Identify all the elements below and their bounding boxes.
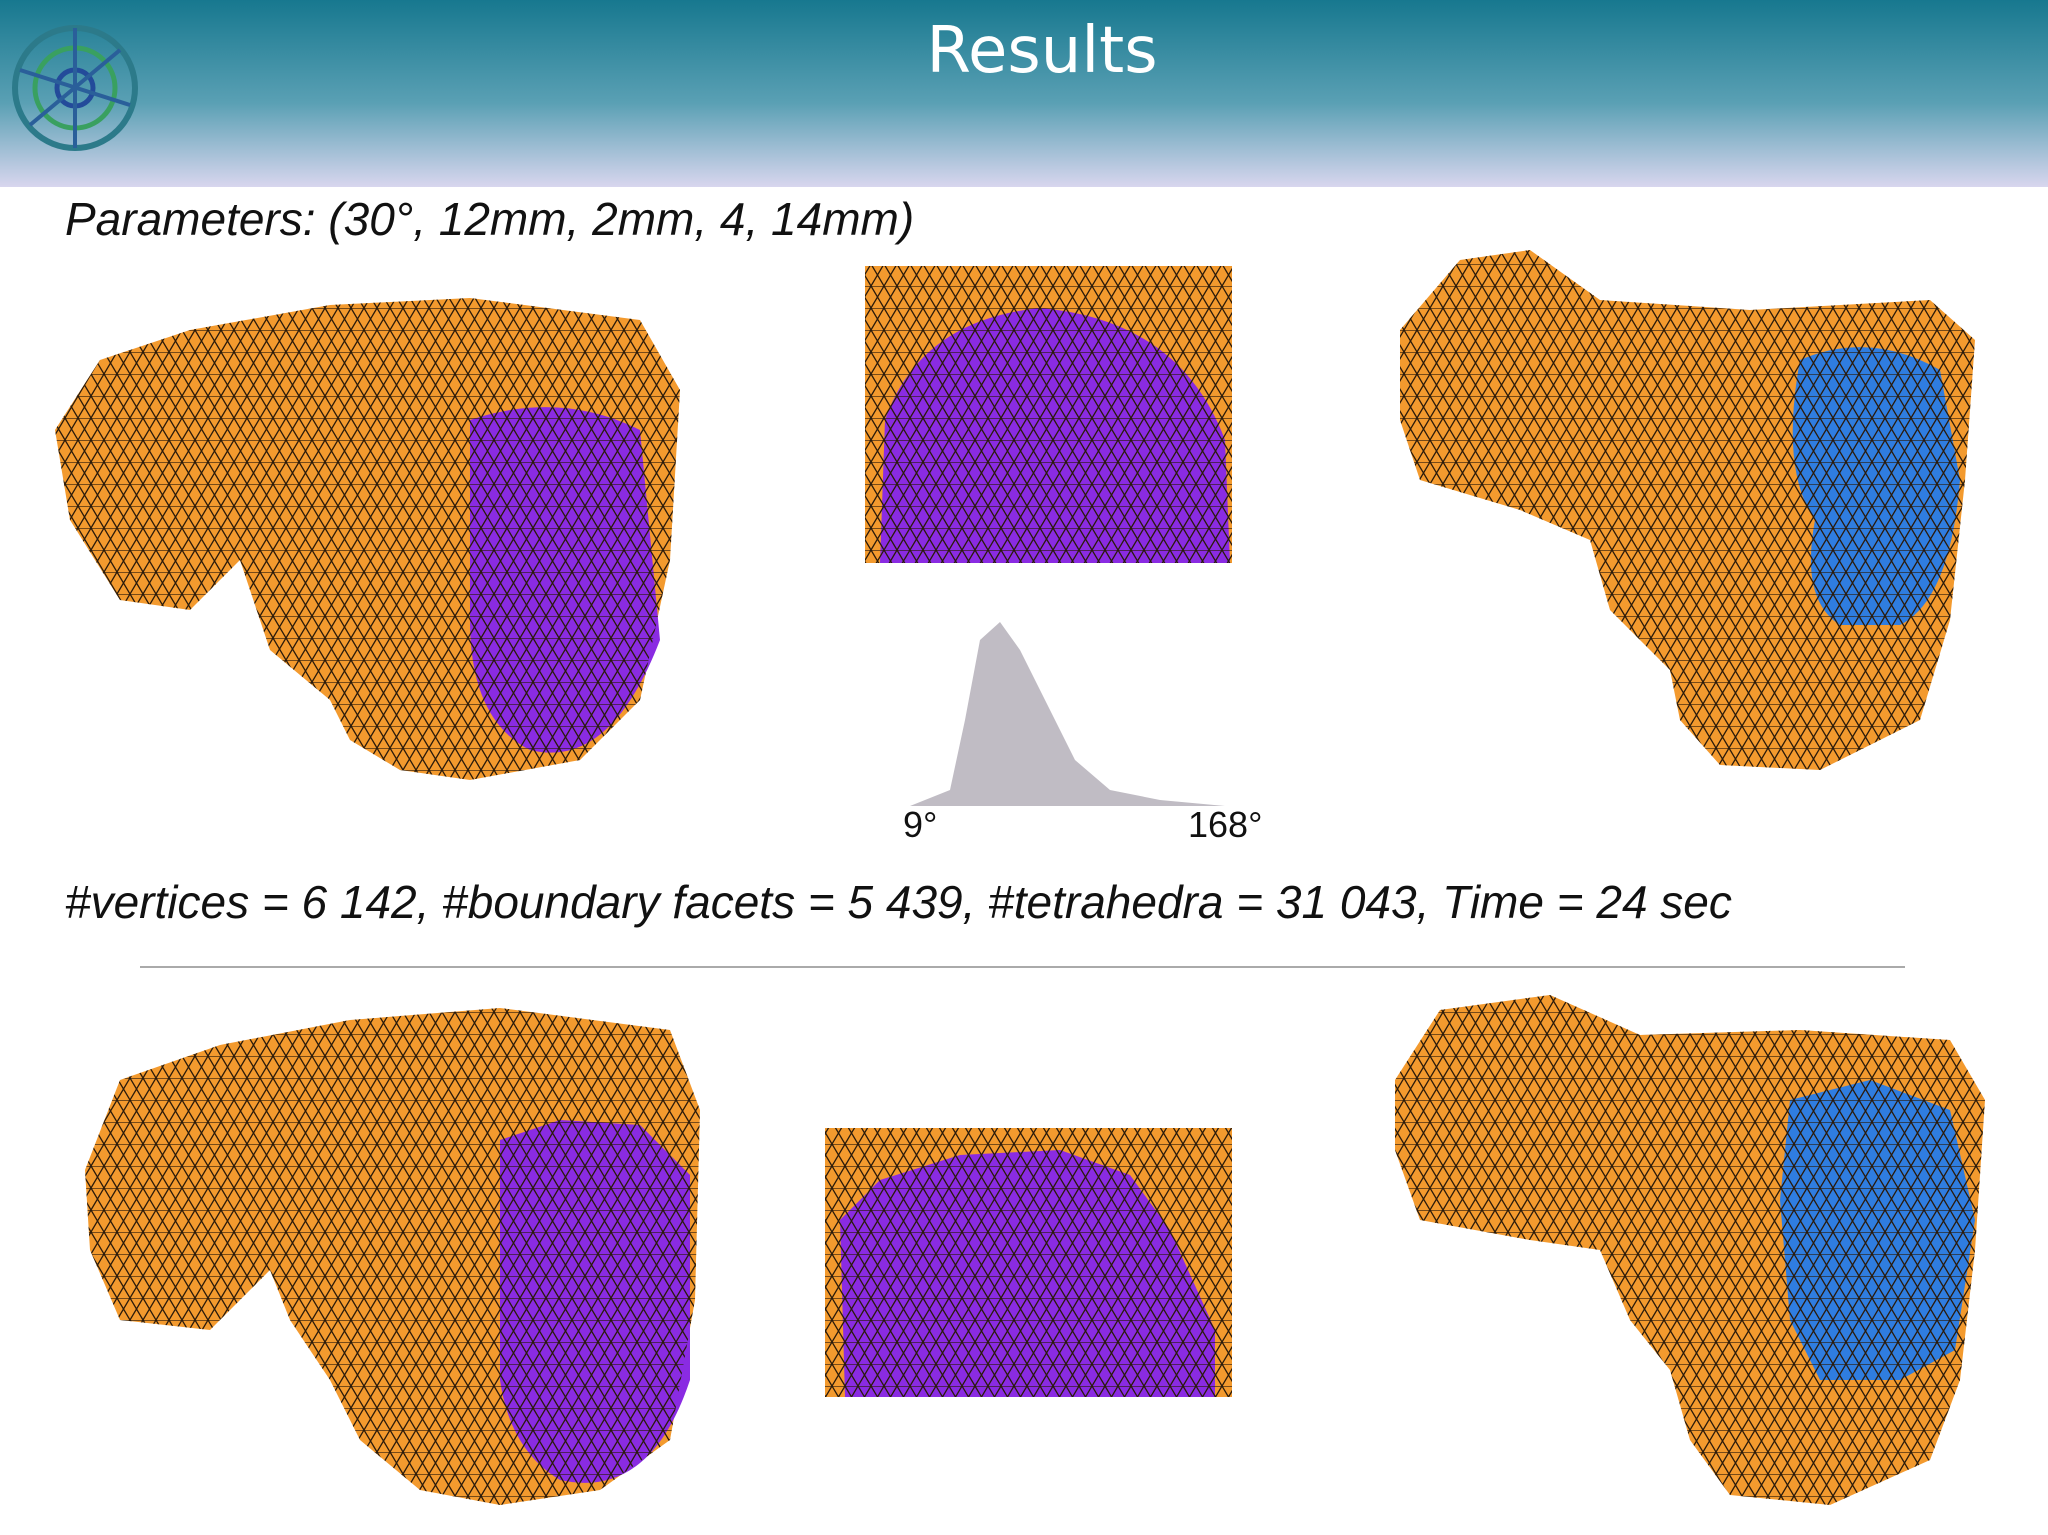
mesh-top-right xyxy=(1400,250,1975,770)
histogram-min-label: 9° xyxy=(903,804,938,845)
parameters: Parameters: (30°, 12mm, 2mm, 4, 14mm) xyxy=(65,193,915,245)
mesh-top-left xyxy=(55,298,680,780)
title: Results xyxy=(926,14,1158,88)
histogram xyxy=(910,622,1225,806)
histogram-max-label: 168° xyxy=(1188,804,1263,845)
zoom-bottom xyxy=(825,1128,1232,1397)
logo xyxy=(12,25,138,151)
zoom-top xyxy=(865,266,1232,563)
mesh-bottom-right xyxy=(1395,995,1985,1505)
header xyxy=(0,0,2048,187)
mesh-bottom-left xyxy=(85,1008,700,1505)
stats: #vertices = 6 142, #boundary facets = 5 … xyxy=(65,876,1732,928)
